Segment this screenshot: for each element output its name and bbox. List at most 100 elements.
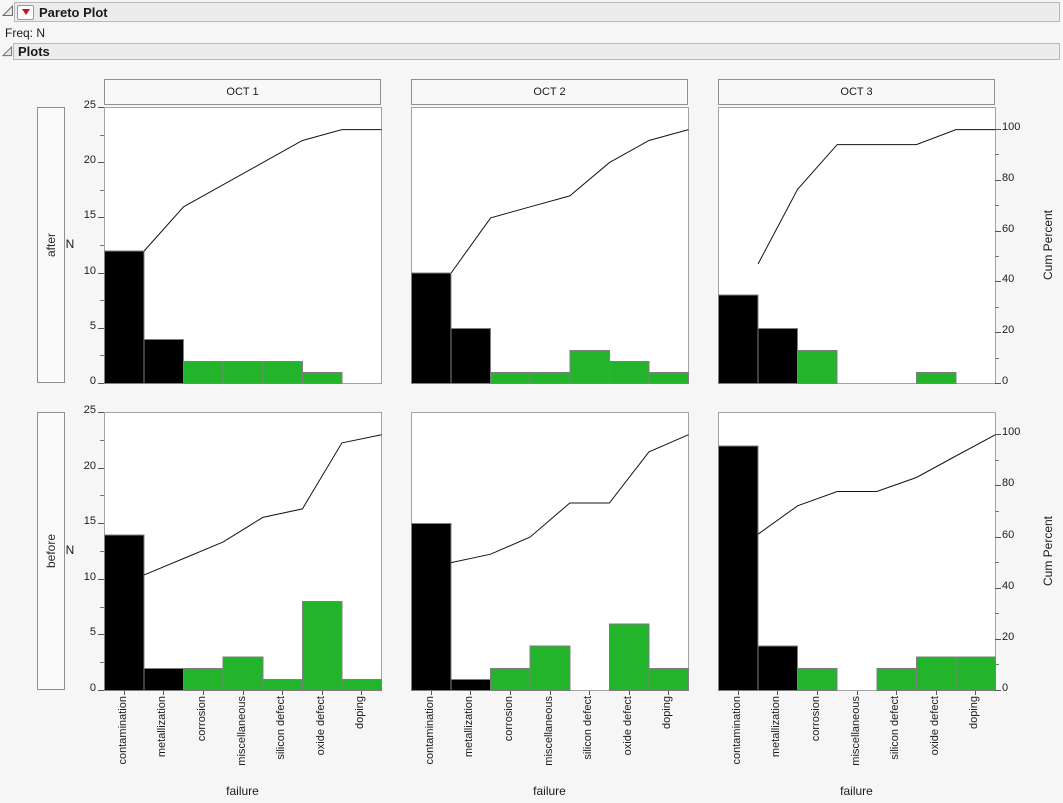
x-category-label: oxide defect xyxy=(928,696,941,756)
subplot-before-oct1[interactable] xyxy=(104,412,383,692)
y-right-tick-mark xyxy=(995,434,1001,436)
bar-oxide-defect[interactable] xyxy=(608,360,650,384)
bar-metallization[interactable] xyxy=(450,327,492,385)
y-left-tick-mark xyxy=(98,634,104,636)
x-tick-mark xyxy=(589,691,591,695)
y-right-tick-label: 0 xyxy=(1002,682,1009,694)
subplot-after-oct1[interactable] xyxy=(104,107,382,384)
x-category-label: doping xyxy=(354,696,367,730)
x-category-label: miscellaneous xyxy=(849,696,862,766)
bar-miscellaneous[interactable] xyxy=(529,371,571,384)
bar-miscellaneous[interactable] xyxy=(529,645,571,692)
bar-corrosion[interactable] xyxy=(797,667,838,692)
pareto-plot-header-bar: Pareto Plot xyxy=(14,2,1060,22)
y-axis-name-cum-percent-top: Cum Percent xyxy=(1041,209,1055,281)
bar-corrosion[interactable] xyxy=(183,360,224,384)
bar-metallization[interactable] xyxy=(450,678,492,692)
bar-doping[interactable] xyxy=(648,371,690,384)
y-left-tick-label: 5 xyxy=(89,626,96,639)
bar-corrosion[interactable] xyxy=(797,349,838,385)
y-left-minor-tick xyxy=(100,355,104,357)
y-left-tick-label: 20 xyxy=(83,459,96,472)
bar-corrosion[interactable] xyxy=(183,667,224,692)
cumulative-percent-line xyxy=(757,434,996,535)
cumulative-percent-line xyxy=(757,129,996,265)
freq-label: Freq: N xyxy=(5,26,46,40)
subplot-after-oct2[interactable] xyxy=(411,107,690,385)
bar-corrosion[interactable] xyxy=(490,371,531,384)
pareto-plot-title: Pareto Plot xyxy=(39,4,108,20)
bar-miscellaneous[interactable] xyxy=(222,360,264,384)
x-category-label: miscellaneous xyxy=(235,696,248,766)
bar-metallization[interactable] xyxy=(757,645,799,692)
bar-oxide-defect[interactable] xyxy=(608,623,650,691)
cumulative-percent-line xyxy=(450,434,689,564)
subplot-before-oct3[interactable] xyxy=(718,412,997,692)
bar-silicon-defect[interactable] xyxy=(262,360,303,384)
bar-doping[interactable] xyxy=(341,678,383,692)
y-right-tick-mark xyxy=(995,332,1001,334)
bar-oxide-defect[interactable] xyxy=(301,371,343,384)
pareto-plot-disclosure-icon[interactable] xyxy=(2,5,14,17)
y-right-minor-tick xyxy=(995,205,999,207)
bar-metallization[interactable] xyxy=(143,338,185,384)
bar-oxide-defect[interactable] xyxy=(915,656,957,691)
row-header-before-label: before xyxy=(44,533,58,569)
y-left-minor-tick xyxy=(100,134,104,136)
column-header-oct3: OCT 3 xyxy=(718,79,995,105)
cumulative-percent-line xyxy=(450,129,689,274)
bar-contamination[interactable] xyxy=(718,445,759,691)
y-left-minor-tick xyxy=(100,439,104,441)
bar-doping[interactable] xyxy=(955,656,997,691)
bar-silicon-defect[interactable] xyxy=(262,678,303,692)
bar-contamination[interactable] xyxy=(104,250,145,384)
bar-metallization[interactable] xyxy=(757,327,799,385)
y-axis-name-cum-percent-bottom: Cum Percent xyxy=(1041,515,1055,587)
bar-metallization[interactable] xyxy=(143,667,185,692)
y-left-tick-label: 20 xyxy=(83,154,96,167)
y-left-minor-tick xyxy=(100,300,104,302)
x-axis-name-failure-1: failure xyxy=(226,784,259,798)
x-tick-mark xyxy=(975,691,977,695)
y-right-minor-tick xyxy=(995,357,999,359)
y-right-tick-label: 80 xyxy=(1002,477,1015,490)
y-right-tick-label: 60 xyxy=(1002,222,1015,235)
plots-disclosure-icon[interactable] xyxy=(2,46,13,57)
y-left-tick-label: 15 xyxy=(83,209,96,222)
subplot-after-oct3[interactable] xyxy=(718,107,996,385)
y-right-tick-label: 20 xyxy=(1002,324,1015,337)
row-header-after: after xyxy=(37,107,65,383)
x-tick-mark xyxy=(509,691,511,695)
x-category-label: corrosion xyxy=(195,696,208,742)
bar-contamination[interactable] xyxy=(718,294,759,384)
bar-contamination[interactable] xyxy=(411,272,452,385)
bar-silicon-defect[interactable] xyxy=(569,349,610,385)
column-header-oct1: OCT 1 xyxy=(104,79,381,105)
bar-contamination[interactable] xyxy=(104,534,145,691)
x-category-label: contamination xyxy=(423,696,436,765)
y-left-minor-tick xyxy=(100,551,104,552)
x-tick-mark xyxy=(896,691,898,695)
y-right-tick-mark xyxy=(995,536,1001,538)
subplot-before-oct2[interactable] xyxy=(411,412,690,692)
y-right-minor-tick xyxy=(995,154,999,156)
y-left-tick-label: 25 xyxy=(83,99,96,111)
y-left-tick-mark xyxy=(98,383,104,384)
bar-miscellaneous[interactable] xyxy=(222,656,264,691)
red-triangle-menu-button[interactable] xyxy=(17,4,34,20)
bar-contamination[interactable] xyxy=(411,523,452,691)
plots-header-bar: Plots xyxy=(13,43,1060,60)
x-category-label: contamination xyxy=(730,696,743,765)
x-tick-mark xyxy=(935,691,937,695)
y-left-tick-mark xyxy=(98,578,104,580)
y-right-tick-label: 40 xyxy=(1002,579,1015,592)
x-category-label: contamination xyxy=(116,696,129,765)
bar-silicon-defect[interactable] xyxy=(876,667,917,692)
y-right-tick-mark xyxy=(995,179,1001,181)
bar-oxide-defect[interactable] xyxy=(301,601,343,691)
x-tick-mark xyxy=(202,691,204,695)
bar-corrosion[interactable] xyxy=(490,667,531,692)
x-category-label: doping xyxy=(968,696,981,730)
bar-doping[interactable] xyxy=(648,667,690,692)
bar-oxide-defect[interactable] xyxy=(915,371,957,384)
